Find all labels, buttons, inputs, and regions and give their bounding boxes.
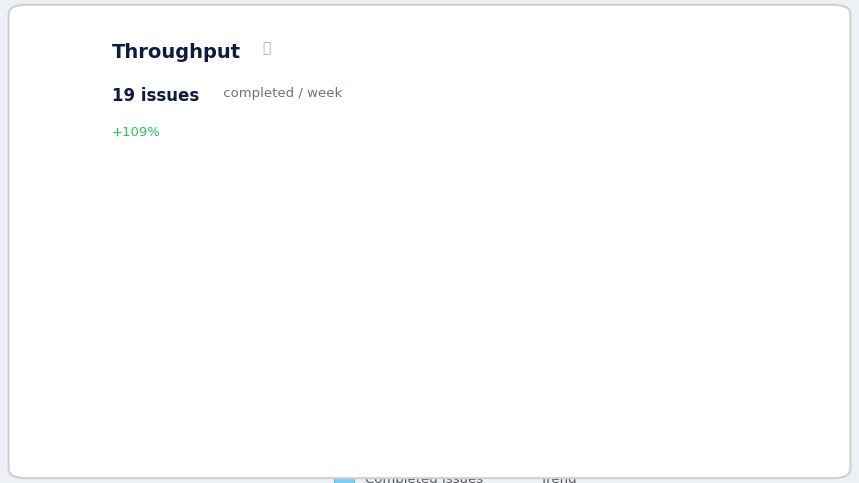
Text: +109%: +109% bbox=[112, 126, 161, 139]
Text: completed / week: completed / week bbox=[219, 87, 342, 100]
Legend: Completed issues, Trend: Completed issues, Trend bbox=[329, 467, 582, 483]
Text: 19 issues: 19 issues bbox=[112, 87, 199, 105]
Text: Throughput: Throughput bbox=[112, 43, 241, 62]
Text: ⓘ: ⓘ bbox=[262, 41, 271, 55]
